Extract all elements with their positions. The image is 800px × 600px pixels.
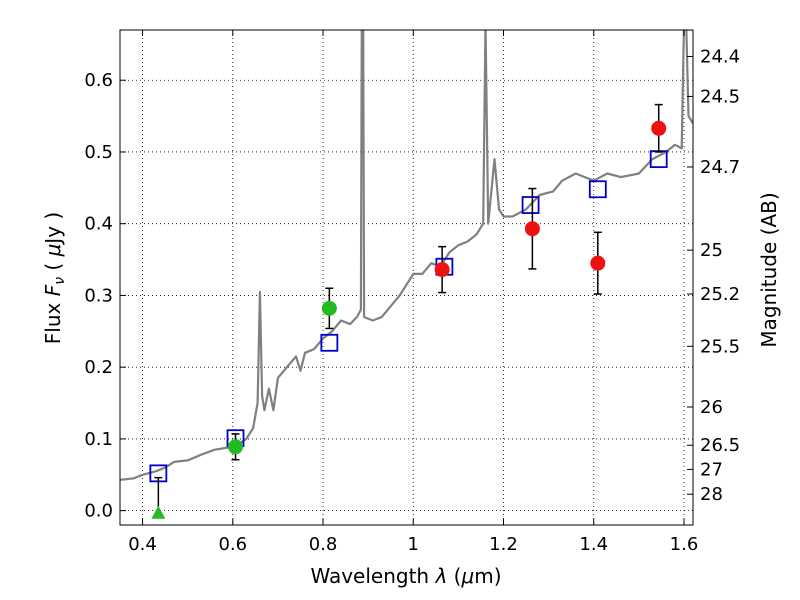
- ticks: [120, 30, 693, 525]
- upper-limit-triangle: [151, 505, 166, 519]
- observed-green-point: [228, 439, 244, 455]
- x-tick-label: 1.4: [579, 534, 608, 555]
- y-tick-label: 0.2: [84, 357, 113, 378]
- y-tick-label: 0.1: [84, 429, 113, 450]
- x-tick-label: 0.8: [309, 534, 338, 555]
- x-tick-label: 1.6: [670, 534, 699, 555]
- y-tick-label: 0.5: [84, 142, 113, 163]
- x-axis-title: Wavelength λ (μm): [310, 564, 501, 588]
- y2-tick-label: 28: [700, 484, 723, 505]
- data-layer: [120, 30, 693, 519]
- x-tick-label: 1.2: [489, 534, 518, 555]
- observed-red-point: [651, 120, 667, 136]
- x-tick-label: 1: [408, 534, 419, 555]
- y2-tick-label: 25.5: [700, 336, 740, 357]
- y2-tick-label: 25: [700, 240, 723, 261]
- observed-green-point: [321, 300, 337, 316]
- y2-axis-title: Magnitude (AB): [757, 192, 781, 347]
- observed-red-point: [434, 262, 450, 278]
- observed-red-point: [590, 255, 606, 271]
- y-tick-label: 0.4: [84, 214, 113, 235]
- y2-tick-label: 27: [700, 459, 723, 480]
- y2-tick-label: 25.2: [700, 284, 740, 305]
- y-axis-title: Flux Fν ( μJy ): [41, 212, 68, 344]
- y-tick-label: 0.0: [84, 501, 113, 522]
- model-square-point: [521, 196, 540, 214]
- model-square-point: [320, 333, 339, 352]
- y-tick-label: 0.6: [84, 70, 113, 91]
- observed-red-point: [524, 221, 540, 237]
- model-square-point: [588, 180, 607, 199]
- tick-labels: 0.4 0.6 0.8 1 1.2 1.4 1.6 0.0 0.1 0.2 0.3 0.4 0.5 0.6…: [84, 46, 740, 555]
- y2-tick-label: 24.4: [700, 46, 740, 67]
- y-tick-label: 0.3: [84, 285, 113, 306]
- plot-frame: [119, 29, 694, 526]
- y2-tick-label: 26.5: [700, 435, 740, 456]
- y2-tick-label: 24.7: [700, 157, 740, 178]
- x-tick-label: 0.4: [128, 534, 157, 555]
- y2-tick-label: 26: [700, 397, 723, 418]
- spectrum-line: [120, 30, 693, 481]
- y2-tick-label: 24.5: [700, 86, 740, 107]
- x-tick-label: 0.6: [218, 534, 247, 555]
